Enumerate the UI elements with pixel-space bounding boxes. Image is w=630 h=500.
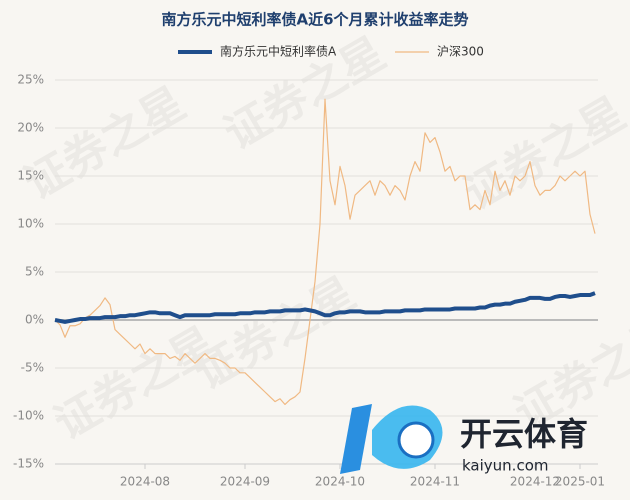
series-line — [54, 291, 596, 324]
logo-url: kaiyun.com — [462, 457, 548, 475]
logo-text: 开云体育 — [460, 415, 588, 453]
x-tick-label: 2024-12 — [510, 475, 560, 489]
x-tick-label: 2024-11 — [410, 475, 460, 489]
x-tick-label: 2024-10 — [315, 475, 365, 489]
x-tick-label: 2024-09 — [220, 475, 270, 489]
chart-title: 南方乐元中短利率债A近6个月累计收益率走势 — [161, 11, 468, 29]
x-tick-label: 2024-08 — [120, 475, 170, 489]
watermarks: 证券之星 证券之星 证券之星 证券之星 证券之星 证券之星 — [16, 28, 630, 450]
plot-area: -15% -10% -5% 0% 5% 10% 15% 20% 25% 2024-08 2024-0… — [13, 73, 605, 489]
y-tick-label: -15% — [13, 457, 44, 471]
y-tick-label: 0% — [25, 313, 44, 327]
watermark: 证券之星 — [186, 268, 364, 400]
y-tick-label: 5% — [25, 265, 44, 279]
watermark: 证券之星 — [16, 78, 194, 210]
watermark: 证券之星 — [46, 318, 224, 450]
logo-ball — [397, 421, 435, 459]
x-tick-label: 2025-01 — [555, 475, 605, 489]
y-tick-label: 20% — [17, 121, 44, 135]
y-tick-label: -10% — [13, 409, 44, 423]
y-tick-label: 15% — [17, 169, 44, 183]
logo: 开云体育 kaiyun.com — [340, 404, 588, 475]
y-tick-label: -5% — [21, 361, 44, 375]
y-tick-label: 25% — [17, 73, 44, 87]
series-line — [54, 98, 596, 406]
legend-label: 沪深300 — [437, 45, 484, 59]
y-tick-label: 10% — [17, 217, 44, 231]
logo-shape — [340, 404, 372, 474]
legend-label: 南方乐元中短利率债A — [220, 44, 337, 59]
